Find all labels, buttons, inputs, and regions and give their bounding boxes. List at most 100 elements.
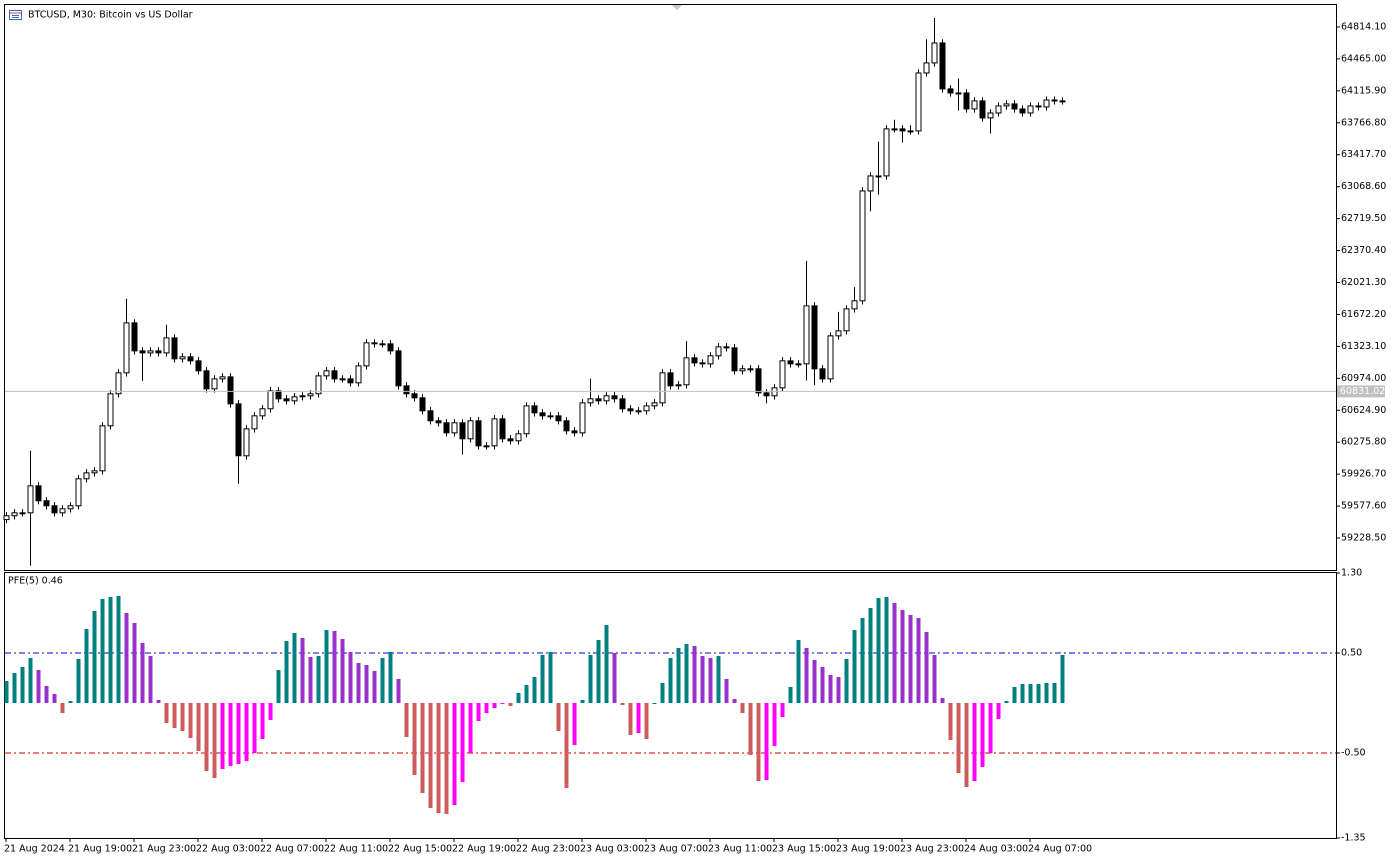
- candle-body: [51, 505, 58, 514]
- candle-body: [643, 405, 650, 412]
- y-tick-label: 63766.80: [1341, 117, 1386, 128]
- candle-body: [899, 128, 906, 132]
- pfe-bar: [788, 687, 793, 703]
- candle-body: [755, 368, 762, 394]
- pfe-bar: [812, 660, 817, 703]
- candle-body: [627, 408, 634, 412]
- pfe-bar: [212, 703, 217, 778]
- candle-body: [267, 390, 274, 410]
- pfe-bar: [932, 655, 937, 703]
- candle-body: [1043, 99, 1050, 108]
- y-tick-label: 63068.60: [1341, 181, 1386, 192]
- pfe-bar: [772, 703, 777, 746]
- pfe-bar: [324, 630, 329, 703]
- candle-body: [699, 362, 706, 365]
- candle-body: [1035, 105, 1042, 108]
- pfe-bar: [44, 686, 49, 703]
- pfe-bar: [908, 615, 913, 703]
- histogram: [4, 596, 1065, 814]
- pfe-bar: [876, 598, 881, 703]
- y-tick-label: 64115.90: [1341, 85, 1386, 96]
- pfe-bar: [244, 703, 249, 761]
- y-tick-label: -1.35: [1341, 833, 1366, 844]
- pfe-bar: [396, 679, 401, 703]
- pfe-bar: [724, 679, 729, 703]
- pfe-bar: [636, 703, 641, 733]
- candle-body: [323, 370, 330, 377]
- candle-body: [99, 425, 106, 472]
- candle-body: [739, 368, 746, 372]
- pfe-bar: [748, 703, 753, 755]
- candle-body: [667, 372, 674, 387]
- pfe-bar: [652, 703, 657, 704]
- candle-body: [227, 376, 234, 405]
- pfe-bar: [204, 703, 209, 771]
- candle-body: [459, 422, 466, 440]
- candle-body: [59, 508, 66, 514]
- candle-body: [403, 385, 410, 395]
- x-tick-label: 23 Aug 15:00: [772, 844, 836, 855]
- candle-body: [787, 360, 794, 365]
- candle-body: [819, 368, 826, 380]
- current-price-box: [1337, 385, 1385, 398]
- y-tick-label: 64814.10: [1341, 21, 1386, 32]
- pfe-bar: [780, 703, 785, 717]
- y-tick-label: 61672.20: [1341, 309, 1386, 320]
- pfe-bar: [500, 703, 505, 704]
- candle-body: [123, 322, 130, 374]
- pfe-bar: [580, 700, 585, 703]
- pfe-bar: [4, 681, 9, 703]
- candle-body: [451, 422, 458, 434]
- y-tick-label: 0.50: [1341, 648, 1362, 659]
- candle-body: [251, 415, 258, 430]
- pfe-bar: [428, 703, 433, 808]
- pfe-bar: [68, 701, 73, 703]
- y-tick-label: 62370.40: [1341, 245, 1386, 256]
- candle-body: [203, 370, 210, 390]
- pfe-bar: [916, 618, 921, 703]
- candle-body: [411, 393, 418, 399]
- x-tick-label: 22 Aug 07:00: [260, 844, 324, 855]
- pfe-bar: [116, 596, 121, 703]
- pfe-bar: [164, 703, 169, 723]
- candle-body: [1011, 103, 1018, 110]
- candle-body: [747, 368, 754, 371]
- pfe-bar: [84, 629, 89, 703]
- chart-title: BTCUSD, M30: Bitcoin vs US Dollar: [28, 10, 193, 21]
- candle-body: [395, 350, 402, 387]
- pfe-bar: [708, 658, 713, 703]
- candle-body: [555, 415, 562, 422]
- pfe-bar: [12, 673, 17, 703]
- candle-body: [163, 337, 170, 354]
- candle-body: [939, 42, 946, 90]
- candle-body: [659, 372, 666, 404]
- candle-body: [331, 370, 338, 380]
- candle-body: [363, 342, 370, 367]
- candle-body: [763, 392, 770, 397]
- pfe-bar: [1028, 684, 1033, 703]
- pfe-bar: [412, 703, 417, 775]
- candle-body: [987, 112, 994, 119]
- pfe-bar: [36, 670, 41, 703]
- candle-body: [371, 342, 378, 345]
- pfe-bar: [252, 703, 257, 753]
- pfe-bar: [1012, 687, 1017, 703]
- candle-body: [723, 346, 730, 349]
- candle-body: [3, 515, 10, 521]
- candle-body: [491, 418, 498, 447]
- candle-body: [907, 130, 914, 133]
- pfe-bar: [316, 656, 321, 703]
- pfe-bar: [468, 703, 473, 753]
- candle-body: [171, 337, 178, 360]
- pfe-bar: [732, 699, 737, 703]
- pfe-bar: [868, 608, 873, 703]
- x-tick-label: 23 Aug 07:00: [644, 844, 708, 855]
- candle-body: [1003, 103, 1010, 107]
- shift-marker[interactable]: [672, 5, 682, 10]
- pfe-bar: [820, 667, 825, 703]
- pfe-bar: [148, 656, 153, 703]
- pfe-bar: [844, 659, 849, 703]
- y-tick-label: 60974.00: [1341, 373, 1386, 384]
- x-tick-label: 22 Aug 23:00: [516, 844, 580, 855]
